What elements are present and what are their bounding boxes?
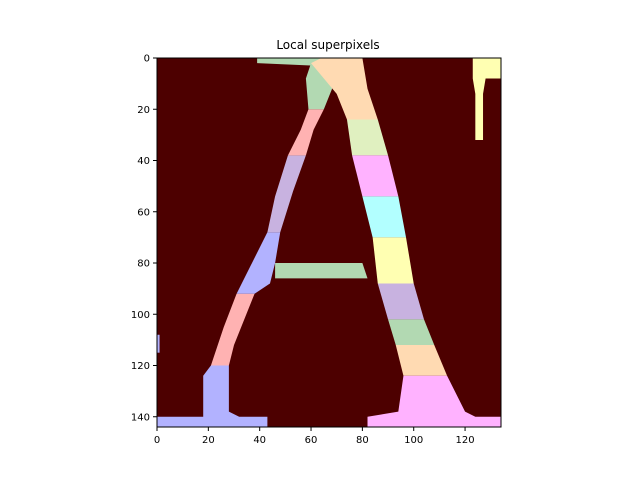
superpixel-segment-0 xyxy=(157,365,268,427)
x-tick-label: 80 xyxy=(356,435,369,446)
y-tick-label: 120 xyxy=(131,361,150,372)
x-tick-label: 20 xyxy=(202,435,215,446)
superpixel-segment-13 xyxy=(377,283,424,320)
x-tick-label: 60 xyxy=(305,435,318,446)
y-tick-label: 140 xyxy=(131,412,150,423)
y-tick-label: 0 xyxy=(144,54,150,65)
y-tick-label: 80 xyxy=(137,259,150,270)
superpixel-segment-18 xyxy=(157,334,160,353)
superpixel-segment-1 xyxy=(210,293,255,366)
superpixel-segment-4 xyxy=(267,155,306,233)
superpixel-segments xyxy=(157,58,501,427)
plot-frame xyxy=(156,57,502,428)
superpixel-segment-17 xyxy=(472,58,501,140)
superpixel-segment-10 xyxy=(352,155,399,197)
chart-title: Local superpixels xyxy=(276,38,379,52)
y-tick-label: 40 xyxy=(137,156,150,167)
y-tick-label: 100 xyxy=(131,310,150,321)
superpixel-segment-9 xyxy=(346,119,389,156)
x-tick-label: 0 xyxy=(154,435,160,446)
x-tick-label: 100 xyxy=(404,435,423,446)
superpixel-segment-15 xyxy=(395,345,448,376)
superpixel-segment-12 xyxy=(372,237,414,284)
superpixel-segment-8 xyxy=(311,58,378,120)
x-axis: 0 20 40 60 80 100 120 xyxy=(154,427,475,446)
y-axis: 0 20 40 60 80 100 120 140 xyxy=(131,54,157,423)
superpixel-segment-5 xyxy=(287,109,324,156)
x-tick-label: 120 xyxy=(456,435,475,446)
superpixel-segment-2 xyxy=(236,232,281,294)
y-tick-label: 20 xyxy=(137,105,150,116)
superpixel-segment-3 xyxy=(275,263,368,279)
x-tick-label: 40 xyxy=(253,435,266,446)
superpixel-segment-16 xyxy=(367,375,501,427)
superpixel-segment-11 xyxy=(362,196,407,238)
y-tick-label: 60 xyxy=(137,207,150,218)
superpixel-segment-14 xyxy=(388,319,435,345)
